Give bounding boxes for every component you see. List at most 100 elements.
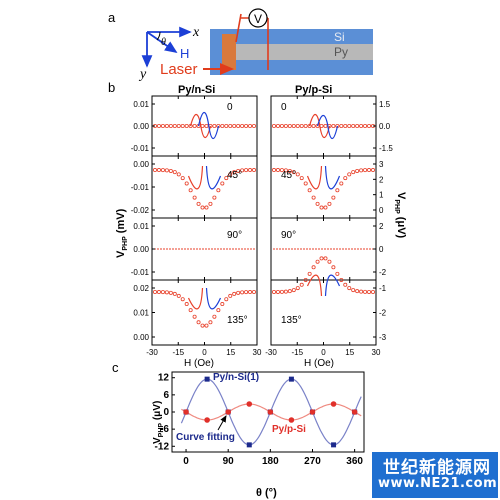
data-marker: [160, 124, 165, 129]
data-point-p: [288, 417, 295, 423]
y-tick-label: 2: [379, 222, 384, 231]
data-marker: [347, 286, 352, 291]
y-tick-label: 0.00: [133, 245, 149, 254]
contact-pad: [222, 34, 236, 70]
y-tick-label: 2: [379, 175, 384, 184]
data-marker: [370, 289, 375, 294]
y-tick-label: 0: [379, 245, 384, 254]
y-tick-label: 0.01: [133, 309, 149, 318]
schematic: x y H θ V Si Py Laser: [138, 8, 373, 82]
y-tick-label: -1.5: [379, 144, 393, 153]
data-point-p: [225, 409, 231, 415]
data-marker: [232, 124, 237, 129]
x-tick-label: -30: [265, 348, 277, 357]
data-point-n: [204, 376, 210, 382]
data-marker: [224, 124, 229, 129]
data-marker: [303, 277, 308, 282]
laser-label: Laser: [160, 61, 198, 78]
data-marker: [200, 205, 205, 210]
data-marker: [216, 188, 221, 193]
data-marker: [359, 124, 364, 129]
subplot-frame: [151, 155, 258, 219]
data-marker: [200, 323, 205, 328]
data-marker: [244, 124, 249, 129]
data-marker: [240, 290, 245, 295]
series-n-label: Py/n-Si(1): [213, 372, 259, 383]
subplot-frame: [151, 279, 258, 346]
data-marker: [287, 168, 292, 173]
sweep-up-trace: [187, 165, 204, 190]
x-tick-label: 0: [202, 348, 207, 357]
data-marker: [323, 205, 328, 210]
data-marker: [216, 308, 221, 313]
field-label: H: [180, 46, 189, 61]
panel-b-xlabel-right: H (Oe): [304, 358, 334, 369]
angle-label: 90°: [227, 230, 242, 241]
y-tick-label: -3: [379, 333, 387, 342]
data-point-p: [183, 409, 189, 415]
data-marker: [315, 201, 320, 206]
sweep-down-trace: [205, 287, 222, 310]
data-marker: [303, 124, 308, 129]
data-point-n: [246, 442, 252, 448]
data-marker: [180, 176, 185, 181]
data-marker: [188, 308, 193, 313]
x-tick-label: 0: [321, 348, 326, 357]
y-tick-label: 0.01: [133, 222, 149, 231]
data-marker: [248, 290, 253, 295]
data-marker: [271, 289, 276, 294]
watermark-box: [372, 452, 498, 498]
sweep-down-trace: [197, 111, 220, 140]
data-marker: [283, 124, 288, 129]
data-marker: [319, 256, 324, 261]
data-marker: [343, 124, 348, 129]
data-marker: [248, 124, 253, 129]
panel-b-right-ylabel: VPHP (μV): [393, 192, 407, 239]
data-marker: [367, 289, 372, 294]
data-marker: [251, 124, 256, 129]
data-marker: [351, 170, 356, 175]
data-marker: [240, 124, 245, 129]
data-marker: [212, 314, 217, 319]
data-point-n: [288, 376, 294, 382]
data-point-p: [309, 409, 316, 415]
data-marker: [323, 256, 328, 261]
data-marker: [363, 168, 368, 173]
data-marker: [180, 297, 185, 302]
data-marker: [311, 195, 316, 200]
sweep-down-trace: [324, 165, 341, 190]
angle-label: 0: [281, 102, 287, 113]
data-marker: [196, 201, 201, 206]
data-marker: [192, 314, 197, 319]
y-tick-label: -2: [379, 268, 387, 277]
data-marker: [295, 124, 300, 129]
data-marker: [339, 124, 344, 129]
data-marker: [156, 290, 161, 295]
data-marker: [184, 124, 189, 129]
data-marker: [212, 124, 217, 129]
left-ylabel-sub: PHP: [122, 236, 129, 251]
x-tick-label: 360: [346, 456, 363, 467]
data-marker: [279, 168, 284, 173]
x-tick-label: -15: [172, 348, 184, 357]
sweep-up-trace: [187, 287, 204, 310]
x-tick-label: 15: [226, 348, 235, 357]
data-marker: [220, 124, 225, 129]
data-marker: [315, 259, 320, 264]
data-marker: [327, 259, 332, 264]
y-tick-label: -0.02: [131, 206, 150, 215]
data-marker: [168, 168, 173, 173]
data-marker: [164, 168, 169, 173]
data-point-p: [246, 401, 253, 407]
fit-arrow: [217, 415, 227, 431]
data-point-p: [351, 409, 358, 415]
data-marker: [224, 176, 229, 181]
data-marker: [275, 124, 280, 129]
data-marker: [355, 168, 360, 173]
data-marker: [271, 124, 276, 129]
data-marker: [196, 320, 201, 325]
data-marker: [275, 168, 280, 173]
data-marker: [212, 195, 217, 200]
x-tick-label: 15: [345, 348, 354, 357]
x-tick-label: -15: [291, 348, 303, 357]
